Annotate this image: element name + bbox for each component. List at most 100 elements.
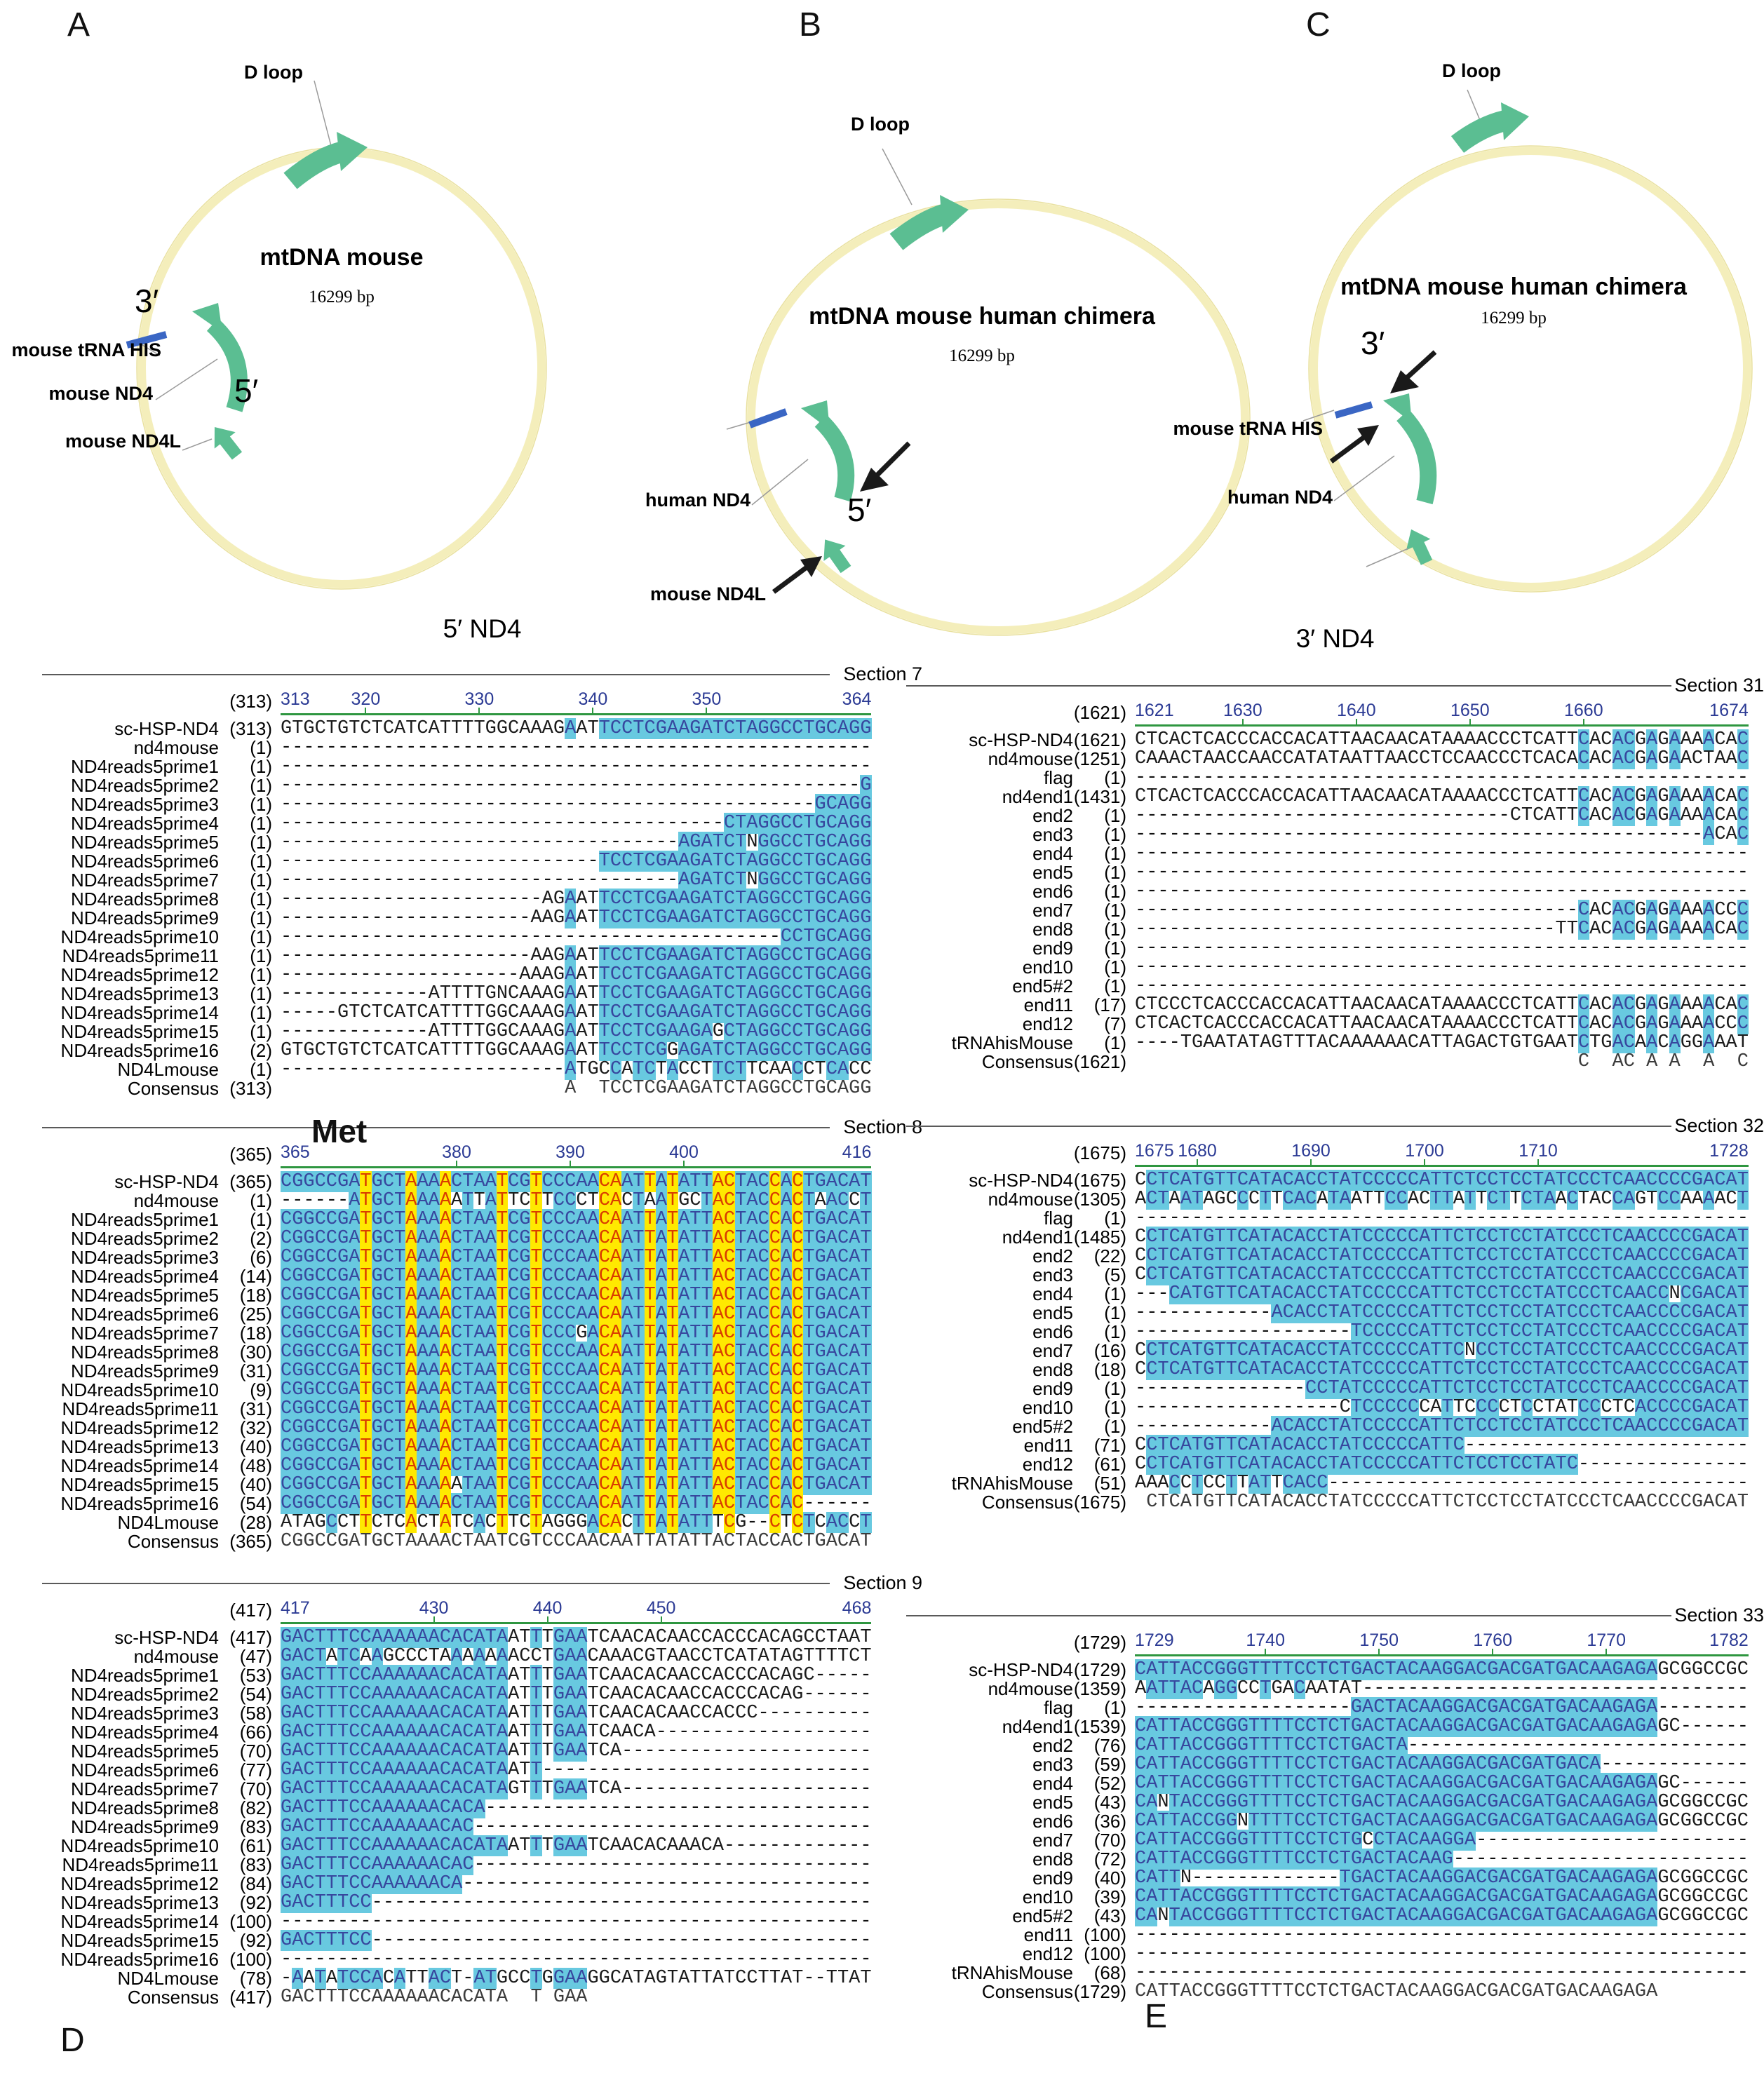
ruler-tick [1605,1649,1608,1654]
row-count: (1621) [1073,729,1126,750]
row-name: ND4reads5prime14 [60,1002,219,1023]
row-sequence: CATTACCGGGTTTTCCTCTGCCTACAAGGA----------… [1135,1830,1749,1851]
row-sequence: GACTTTCCAAAAAACACATAGTTTGAATCA----------… [281,1778,872,1799]
row-sequence: ----------------------------------------… [281,1911,872,1932]
row-count: (1) [1104,1416,1126,1437]
panel-letter-b: B [799,6,822,43]
row-count: (1) [250,851,272,872]
row-name: ND4reads5prime14 [60,1455,219,1476]
row-sequence: CATTN-------------TGACTACAAGGACGACGATGAC… [1135,1868,1749,1889]
row-sequence: ---------------CCTATCCCCCATTCTCCTCCTATCC… [1135,1378,1749,1399]
alignment-row: nd4mouse (1305) ACTAATAGCCCTTCACATAATTCCAC… [906,1189,1764,1210]
row-sequence: AATTACAGGCCTGACAATAT--------------------… [1135,1678,1749,1699]
row-sequence: ----------------------------------------… [281,1949,872,1970]
row-name: end4 [1032,1773,1073,1794]
row-count: (66) [239,1722,272,1743]
row-sequence: CGGCCGATGCTAAAACTAATCGTCCCAACAATTATATTAC… [281,1228,872,1249]
row-sequence: -----------------------------------AGATC… [281,870,872,891]
ruler-tick-number: 1660 [1563,701,1603,720]
alignment-row: nd4mouse (1) ------ATGCTAAAAATTATTCTTCCCTC… [42,1190,922,1211]
section-divider-line [906,1615,1671,1616]
ruler-start-label: (1675) [1073,1142,1126,1163]
row-count: (70) [239,1741,272,1762]
alignment-row: ND4reads5prime2 (2) CGGCCGATGCTAAAACTAATCG… [42,1228,922,1249]
alignment-row: ND4reads5prime7 (70) GACTTTCCAAAAAACACATAG… [42,1778,922,1799]
row-sequence: -------------------TCCCCCATTCTCCTCCTATCC… [1135,1321,1749,1342]
alignment-row: ND4reads5prime11 (31) CGGCCGATGCTAAAACTAAT… [42,1398,922,1419]
ruler-tick-number: 468 [842,1598,872,1618]
row-count: (1) [1104,1283,1126,1304]
row-sequence: CGGCCGATGCTAAAACTAATCGTCCCAACAATTATATTAC… [281,1285,872,1306]
alignment-row: ND4reads5prime7 (1) ----------------------… [42,870,922,891]
alignment-section-31: Section 31 (1621) 1621 1630 1640 1650 1660 1674… [906,673,1764,1072]
row-count: (1) [1104,824,1126,845]
alignment-row: ND4reads5prime4 (66) GACTTTCCAAAAAACACATAA… [42,1722,922,1743]
alignment-row: end6 (36) CATTACCGGNTTTTCCTCTGACTACAAGGACG… [906,1811,1764,1832]
row-sequence: GACTTTCCAAAAAACACATA T GAA [281,1987,872,2008]
alignment-row: end9 (1) ---------------------------------… [906,939,1764,958]
row-name: Consensus [127,1987,219,2008]
row-sequence: GACTTTCCAAAAAACACA----------------------… [281,1797,872,1818]
row-name: ND4reads5prime8 [71,889,219,910]
row-count: (1) [250,983,272,1004]
alignment-row: end3 (5) CCTCATGTTCATACACCTATCCCCCATTCTCCT… [906,1264,1764,1285]
row-name: end6 [1032,1811,1073,1832]
row-sequence: ATAGCCTTCTCACTATCACTTCTAGGGACACTTATATTTC… [281,1512,872,1533]
mouse-nd4l-label: mouse ND4L [649,583,766,605]
ruler-tick [1582,719,1584,724]
alignment-row: ND4reads5prime7 (18) CGGCCGATGCTAAAACTAATC… [42,1323,922,1344]
ruler-tick [478,708,480,713]
row-count: (417) [229,1627,272,1648]
nd4l-pointer-arrow-icon [772,565,809,594]
section-header: Section 31 [906,673,1764,698]
row-name: ND4reads5prime16 [60,1040,219,1061]
alignment-row: ND4reads5prime13 (1) -------------ATTTTGNC… [42,983,922,1004]
row-sequence: ---------------------------------CTCATTC… [1135,805,1749,826]
row-count: (72) [1093,1849,1126,1870]
row-name: end12 [1022,1013,1073,1034]
row-name: flag [1044,1697,1073,1718]
ruler-tick [706,708,708,713]
alignment-row: flag (1) -------------------GACTACAAGGACGA… [906,1697,1764,1718]
ruler-tick [592,708,594,713]
row-sequence: -------------------------------------TTC… [1135,919,1749,940]
ruler-tick-number: 320 [351,689,381,709]
row-name: ND4reads5prime3 [71,794,219,815]
ruler-line [281,713,872,715]
ruler-tick [1197,1159,1198,1165]
alignment-row: end3 (1) ---------------------------------… [906,824,1764,845]
row-sequence: GACTTTCCAAAAAACACATAATTTGAATCAACACAACCAC… [281,1665,872,1686]
row-sequence: GACTTTCCAAAAAACACATAATTTGAATCAACACAACCAC… [281,1703,872,1724]
alignment-row: end9 (1) ---------------CCTATCCCCCATTCTCCT… [906,1378,1764,1399]
ruler-tick [1265,1649,1267,1654]
row-name: ND4Lmouse [117,1512,219,1533]
row-count: (365) [229,1531,272,1552]
row-name: nd4end1 [1002,1716,1073,1737]
alignment-row: end10 (1) ------------------CTCCCCCCATTCCC… [906,1397,1764,1418]
alignment-row: ND4Lmouse (1) -------------------------ATG… [42,1059,922,1080]
row-count: (1) [1104,1321,1126,1342]
alignment-row: ND4reads5prime16 (2) GTGCTGTCTCATCATTTTGGC… [42,1040,922,1061]
row-name: end2 [1032,1245,1073,1267]
row-name: end3 [1032,1264,1073,1285]
alignment-row: end4 (52) CATTACCGGGTTTTCCTCTGACTACAAGGACG… [906,1773,1764,1794]
row-sequence: ----------------------------------------… [1135,862,1749,883]
row-name: end11 [1023,1435,1073,1456]
ruler-tick [546,1616,548,1622]
row-name: ND4reads5prime11 [62,1398,219,1419]
row-sequence: CGGCCGATGCTAAAACTAATCGTCCCAACAATTATATTAC… [281,1436,872,1457]
row-sequence: CGGCCGATGCTAAAACTAATCGTCCCAACAATTATATTAC… [281,1398,872,1419]
row-name: end2 [1032,805,1073,826]
section-divider-line [906,685,1671,687]
row-sequence: A TCCTCGAAGATCTAGGCCTGCAGG [281,1078,872,1099]
five-prime-label: 5′ [234,372,259,409]
dloop-label: D loop [1442,60,1501,81]
ruler-row: (417) 417 430 440 450 468 [42,1596,922,1628]
alignment-row: end5 (1) ------------ACACCTATCCCCCATTCTCCT… [906,1302,1764,1323]
row-sequence: CCTCATGTTCATACACCTATCCCCCATTCTCCTCCTATCC… [1135,1264,1749,1285]
row-count: (1) [1104,843,1126,864]
alignment-section-7: Section 7 (313) 313 320 330 340 350 364 sc-HSP-N… [42,662,922,1098]
panel-letter-d: D [60,2022,85,2059]
row-count: (51) [1093,1473,1126,1494]
row-count: (58) [239,1703,272,1724]
